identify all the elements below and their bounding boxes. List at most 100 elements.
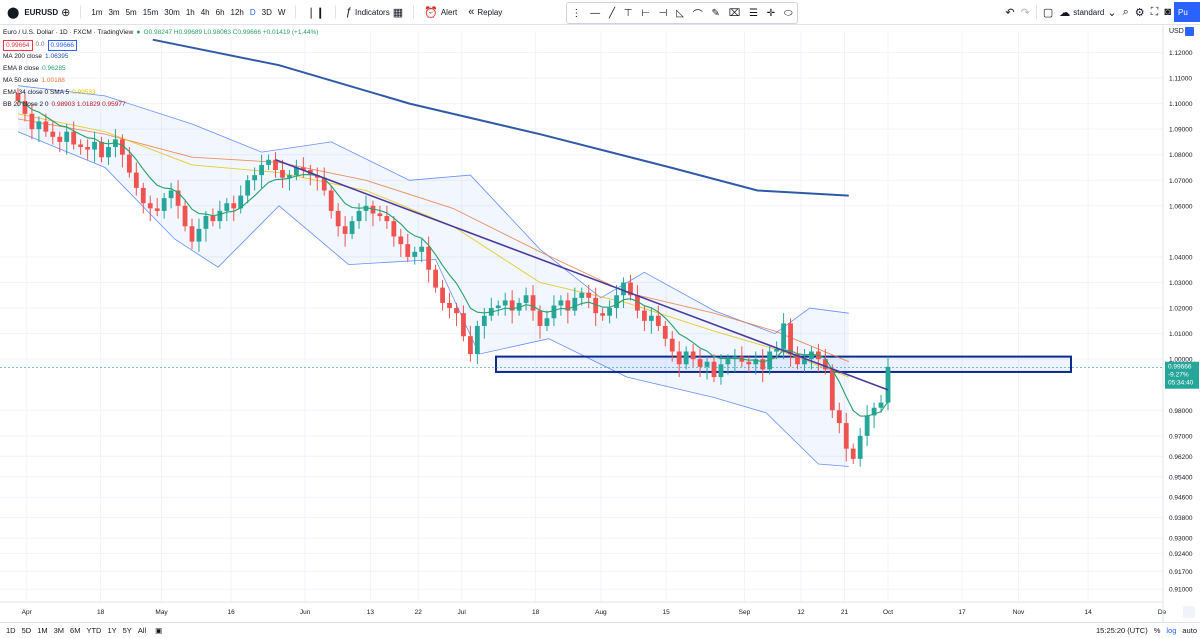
indicators-button[interactable]: Indicators (355, 7, 390, 17)
ruler-icon[interactable]: ⌧ (728, 7, 741, 19)
text-lines-icon[interactable]: ☰ (749, 7, 758, 19)
search-icon[interactable]: ⌕ (1122, 5, 1129, 18)
log-toggle[interactable]: log (1166, 626, 1177, 635)
indicator-row[interactable]: EMA 8 close 0.96285 (3, 63, 318, 75)
brush-icon[interactable]: ⌒ (692, 9, 703, 21)
chevron-down-icon[interactable]: ⌄ (1107, 6, 1117, 19)
interval-6h[interactable]: 6h (215, 7, 225, 17)
scale-settings-icon[interactable] (1183, 606, 1195, 618)
ellipse-icon[interactable]: ⬭ (783, 7, 793, 19)
sell-price[interactable]: 0.99664 (3, 39, 33, 51)
y-tick-label: 0.91700 (1169, 569, 1193, 576)
currency-label: USD (1169, 28, 1184, 35)
camera-icon[interactable]: ◙ (1164, 6, 1171, 18)
candle (683, 351, 689, 365)
redo-icon[interactable]: ↷ (1020, 6, 1030, 19)
price-chart[interactable]: 1.12000 1.11000 1.10000 1.09000 1.08000 1.070… (0, 24, 1200, 622)
indicator-row[interactable]: BB 20 close 2 0 0.98903 1.01829 0.95977 (3, 99, 318, 111)
cloud-icon[interactable]: ☁ (1059, 6, 1071, 19)
indicator-row[interactable]: MA 50 close 1.00188 (3, 75, 318, 87)
settings-icon[interactable]: ⚙ (1134, 6, 1145, 19)
candle (850, 448, 856, 459)
candle (314, 175, 320, 178)
interval-w[interactable]: W (277, 7, 286, 17)
candle (718, 364, 724, 378)
candle (196, 228, 202, 242)
current-price-label: 0.99666 (1168, 364, 1192, 371)
interval-15m[interactable]: 15m (142, 7, 159, 17)
indicator-row[interactable]: EMA 34 close 0 SMA 5 0.99533 (3, 87, 318, 99)
y-tick-label: 1.07000 (1169, 178, 1193, 185)
percent-toggle[interactable]: % (1153, 626, 1161, 635)
candles-icon[interactable]: ❘❙ (306, 6, 325, 19)
candle (419, 246, 425, 252)
fullscreen-icon[interactable]: ⛶ (1150, 5, 1159, 18)
candle (676, 351, 682, 365)
top-toolbar: ⬤ EURUSD ⊕ 1m 3m 5m 15m 30m 1h 4h 6h 12h D 3D W ❘❙ … (0, 0, 1200, 25)
y-tick-label: 1.00000 (1169, 357, 1193, 364)
interval-3m[interactable]: 3m (108, 7, 120, 17)
candle (210, 216, 216, 222)
range-1d[interactable]: 1D (6, 626, 16, 635)
pen-icon[interactable]: ✎ (711, 7, 720, 19)
range-1m[interactable]: 1M (37, 626, 48, 635)
candle (22, 101, 28, 114)
x-tick-label: De (1158, 609, 1167, 616)
candle (864, 415, 870, 436)
alert-icon[interactable]: ⏰ (424, 6, 438, 19)
crosshair-icon[interactable]: ✛ (766, 7, 776, 19)
layout-name[interactable]: standard (1073, 7, 1105, 17)
alert-button[interactable]: Alert (440, 7, 458, 17)
candle (802, 359, 807, 365)
interval-1h[interactable]: 1h (185, 7, 195, 17)
publish-button[interactable]: Pu (1174, 2, 1200, 22)
symbol-name[interactable]: EURUSD (24, 7, 59, 17)
candle (648, 315, 654, 321)
range-6m[interactable]: 6M (70, 626, 81, 635)
horizontal-ray-icon[interactable]: — (590, 7, 601, 19)
price-scale-settings-icon[interactable] (1185, 27, 1194, 36)
pitchfork-icon[interactable]: ⊣ (658, 7, 668, 19)
interval-4h[interactable]: 4h (200, 7, 210, 17)
replay-icon[interactable]: « (468, 6, 475, 18)
buy-price[interactable]: 0.99666 (47, 39, 78, 51)
indicators-icon[interactable]: ƒ (345, 6, 353, 18)
date-range-icon[interactable]: ▣ (155, 626, 163, 635)
candle (781, 323, 786, 349)
undo-icon[interactable]: ↶ (1005, 6, 1015, 19)
indicator-row[interactable]: MA 200 close 1.06395 (3, 51, 318, 63)
interval-3d[interactable]: 3D (261, 7, 272, 17)
range-ytd[interactable]: YTD (86, 626, 102, 635)
symbol-flag-icon[interactable]: ⬤ (7, 6, 20, 19)
candle (203, 216, 209, 229)
templates-icon[interactable]: ▦ (392, 6, 404, 19)
range-5d[interactable]: 5D (21, 626, 32, 635)
drag-handle-icon[interactable]: ⋮ (571, 7, 582, 19)
candle (133, 172, 139, 188)
range-1y[interactable]: 1Y (107, 626, 117, 635)
layout-icon[interactable]: ▢ (1042, 6, 1054, 19)
auto-toggle[interactable]: auto (1182, 626, 1197, 635)
compare-add-icon[interactable]: ⊕ (61, 6, 71, 19)
candle (287, 175, 292, 178)
interval-1m[interactable]: 1m (91, 7, 103, 17)
drawing-toolbar: ⋮ — ╱ ⊤ ⊢ ⊣ ◺ ⌒ ✎ ⌧ ☰ ✛ ⬭ (566, 2, 798, 24)
vertical-line-icon[interactable]: ⊤ (623, 7, 633, 19)
interval-12h[interactable]: 12h (230, 7, 244, 17)
range-5y[interactable]: 5Y (122, 626, 132, 635)
interval-5m[interactable]: 5m (125, 7, 137, 17)
interval-d[interactable]: D (249, 7, 256, 17)
trend-line-icon[interactable]: ╱ (608, 7, 615, 19)
candle (836, 410, 842, 424)
candle (71, 131, 77, 145)
candle (614, 295, 619, 309)
fib-icon[interactable]: ◺ (676, 7, 684, 19)
parallel-channel-icon[interactable]: ⊢ (641, 7, 650, 19)
replay-button[interactable]: Replay (477, 7, 503, 17)
interval-30m[interactable]: 30m (164, 7, 180, 17)
countdown-label: 05:34:40 (1168, 380, 1194, 387)
candle (161, 198, 167, 211)
range-3m[interactable]: 3M (53, 626, 65, 635)
candle (266, 159, 271, 165)
range-all[interactable]: All (137, 626, 147, 635)
